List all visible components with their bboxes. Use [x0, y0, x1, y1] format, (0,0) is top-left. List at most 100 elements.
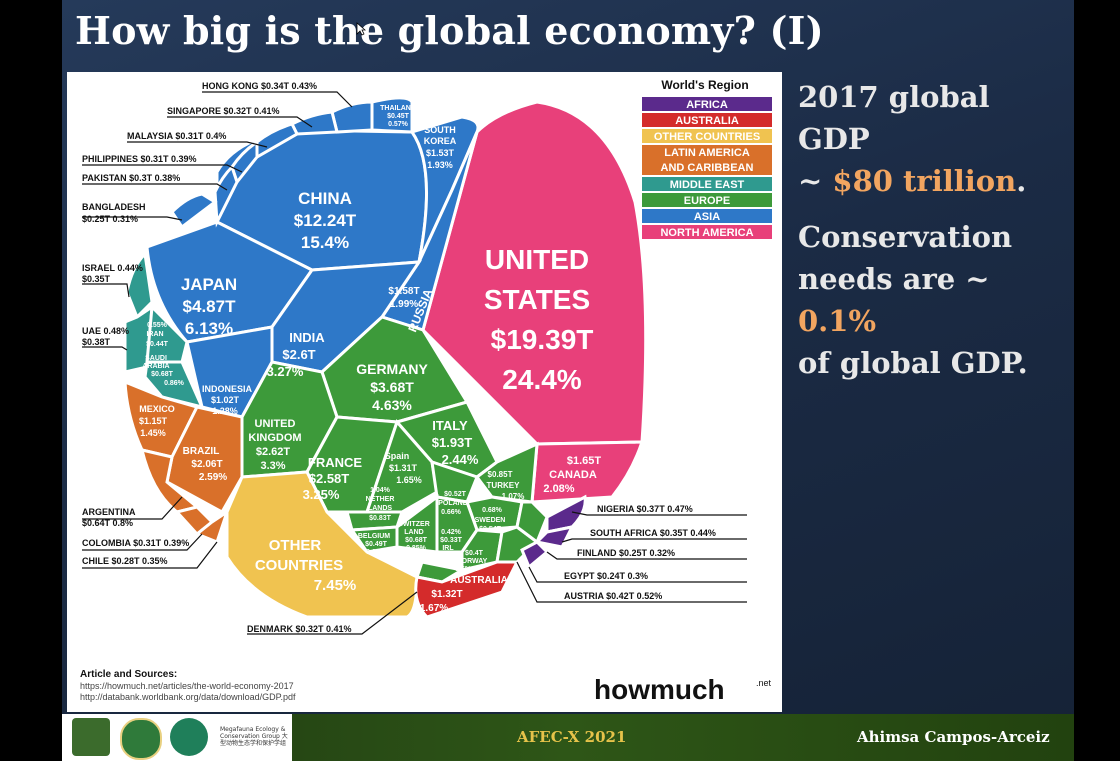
howmuch-logo-suffix: .net: [756, 678, 772, 688]
legend-swatch-other: [642, 129, 772, 143]
label-brazil-pct: 2.59%: [199, 472, 227, 483]
label-france-name: FRANCE: [308, 455, 362, 470]
callout-hong-kong: HONG KONG $0.34T 0.43%: [202, 81, 317, 91]
cell-philippines: [230, 139, 259, 186]
label-australia-name: AUSTRALIA: [450, 575, 508, 586]
callout-austria: AUSTRIA $0.42T 0.52%: [564, 591, 662, 601]
label-mexico-name: MEXICO: [139, 404, 175, 414]
callout-argentina-1: ARGENTINA: [82, 507, 136, 517]
label-mexico-value: $1.15T: [139, 416, 168, 426]
label-ireland-value: $0.33T: [440, 537, 463, 544]
label-other-name2: COUNTRIES: [255, 557, 343, 574]
label-japan-pct: 6.13%: [185, 319, 233, 338]
label-switzerland-name1: SWITZER: [398, 521, 430, 528]
label-usa-pct: 24.4%: [502, 364, 581, 395]
label-thailand-name: THAILAND: [380, 105, 416, 112]
cell-turkey: [474, 441, 539, 504]
label-china-pct: 15.4%: [301, 233, 349, 252]
label-korea-pct: 1.93%: [427, 160, 453, 170]
label-china-name: CHINA: [298, 189, 352, 208]
callout-colombia: COLOMBIA $0.31T 0.39%: [82, 538, 189, 548]
label-poland-name: POLAND: [438, 500, 468, 507]
label-indonesia-value: $1.02T: [211, 395, 240, 405]
cell-finland: [515, 500, 549, 545]
cell-canada: [530, 440, 645, 504]
label-korea-name2: KOREA: [424, 136, 457, 146]
label-saudi-pct: 0.86%: [164, 380, 185, 387]
legend-item-africa: AFRICA: [686, 99, 728, 111]
label-switzerland-value: $0.68T: [405, 537, 428, 544]
label-italy-pct: 2.44%: [442, 452, 479, 467]
label-canada-pct: 2.08%: [543, 483, 574, 495]
label-turkey-name: TURKEY: [487, 481, 521, 490]
label-uk-name2: KINGDOM: [248, 432, 301, 444]
legend-item-latin-1: LATIN AMERICA: [664, 147, 750, 159]
label-sweden-pct: 0.68%: [482, 507, 503, 514]
label-saudi-name1: SAUDI: [145, 355, 167, 362]
callout-egypt: EGYPT $0.24T 0.3%: [564, 571, 648, 581]
callout-pakistan: PAKISTAN $0.3T 0.38%: [82, 173, 180, 183]
cons-line1: Conservation: [798, 220, 1013, 254]
callout-philippines: PHILIPPINES $0.31T 0.39%: [82, 154, 197, 164]
label-usa-value: $19.39T: [491, 324, 594, 355]
label-canada-name: CANADA: [549, 469, 597, 481]
label-korea-name1: SOUTH: [424, 125, 456, 135]
label-usa-name2: STATES: [484, 284, 590, 315]
legend-item-north-america: NORTH AMERICA: [660, 227, 753, 239]
cell-usa: [421, 100, 648, 446]
label-indonesia-name: INDONESIA: [202, 384, 253, 394]
label-australia-value: $1.32T: [431, 589, 462, 600]
label-japan-value: $4.87T: [183, 297, 237, 316]
footer-event: AFEC-X 2021: [517, 728, 627, 746]
label-netherlands-name1: NETHER: [366, 496, 395, 503]
legend-swatch-middle-east: [642, 177, 772, 191]
callout-israel-2: $0.35T: [82, 274, 111, 284]
label-brazil-value: $2.06T: [191, 459, 222, 470]
label-saudi-name2: ARABIA: [142, 363, 169, 370]
label-uk-value: $2.62T: [256, 446, 291, 458]
callout-bangladesh-2: $0.25T 0.31%: [82, 214, 138, 224]
label-thailand-pct: 0.57%: [388, 121, 409, 128]
callout-south-africa: SOUTH AFRICA $0.35T 0.44%: [590, 528, 716, 538]
label-norway-name: NORWAY: [457, 558, 488, 565]
label-poland-value: $0.52T: [444, 491, 467, 498]
legend-item-latin-2: AND CARIBBEAN: [661, 162, 754, 174]
label-indonesia-pct: 1.28%: [212, 406, 238, 416]
callout-nigeria: NIGERIA $0.37T 0.47%: [597, 504, 693, 514]
label-france-pct: 3.25%: [303, 487, 340, 502]
legend-swatch-latin: [642, 145, 772, 175]
callout-bangladesh-1: BANGLADESH: [82, 202, 146, 212]
legend-item-europe: EUROPE: [684, 195, 730, 207]
legend-swatch-australia: [642, 113, 772, 127]
cell-argentina: [139, 447, 201, 514]
megafauna-logo-icon: [170, 718, 208, 756]
legend-swatch-north-america: [642, 225, 772, 239]
label-belgium-value: $0.49T: [365, 541, 388, 548]
label-switzerland-name2: LAND: [404, 529, 423, 536]
gdp-value: $80 trillion: [832, 164, 1017, 198]
label-spain-name: Spain: [385, 451, 410, 461]
label-india-value: $2.6T: [282, 347, 315, 362]
slide-footer: Megafauna Ecology & Conservation Group 大…: [62, 714, 1074, 761]
label-italy-name: ITALY: [432, 418, 468, 433]
cell-israel: [125, 250, 154, 320]
footer-logos: Megafauna Ecology & Conservation Group 大…: [62, 714, 292, 761]
sources-link-2: http://databank.worldbank.org/data/downl…: [80, 692, 296, 702]
cons-line2-prefix: needs are ~: [798, 262, 990, 296]
legend-swatch-africa: [642, 97, 772, 111]
label-brazil-name: BRAZIL: [183, 446, 220, 457]
label-india-name: INDIA: [289, 330, 325, 345]
label-turkey-value: $0.85T: [488, 470, 513, 479]
legend-item-asia: ASIA: [694, 211, 720, 223]
footer-author: Ahimsa Campos-Arceiz: [857, 728, 1050, 746]
label-iran-value: $0.44T: [146, 341, 169, 348]
callout-singapore: SINGAPORE $0.32T 0.41%: [167, 106, 280, 116]
label-russia-value: $1.58T: [388, 286, 419, 297]
legend-swatch-europe: [642, 193, 772, 207]
callout-lines: [82, 91, 747, 635]
label-iran-pct: 0.55%: [147, 322, 168, 329]
label-australia-pct: 1.67%: [420, 603, 448, 614]
label-other-name1: OTHER: [269, 537, 322, 554]
label-norway-pct: 0.5%: [455, 566, 472, 573]
legend-item-middle-east: MIDDLE EAST: [670, 179, 745, 191]
